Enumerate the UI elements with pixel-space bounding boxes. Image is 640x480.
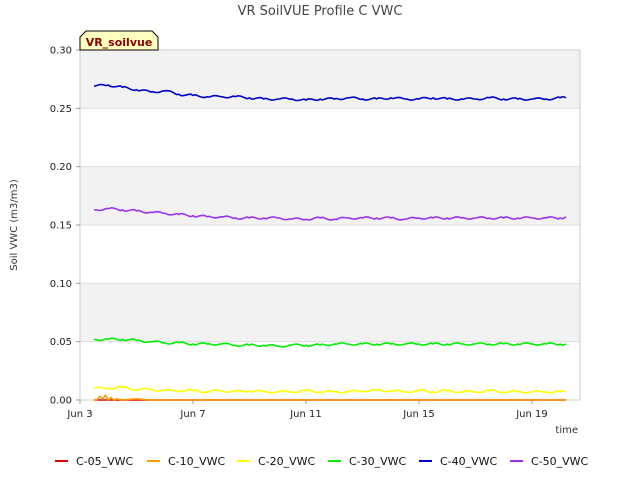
series-line-c-50-vwc [94, 207, 567, 221]
x-axis-label: time [555, 425, 578, 436]
legend: C-05_VWC C-10_VWC C-20_VWC C-30_VWC C-40_VWC… [55, 455, 589, 468]
x-tick-label: Jun 15 [402, 409, 435, 420]
y-axis-ticks: 0.00 0.05 0.10 0.15 0.20 0.25 0.30 [50, 46, 80, 407]
legend-label: C-05_VWC [76, 455, 134, 468]
y-tick-label: 0.25 [50, 104, 72, 115]
series-line-c-20-vwc [93, 385, 567, 394]
series-line-c-10-vwc [94, 393, 566, 402]
background-band [80, 166, 580, 225]
background-band [80, 108, 580, 167]
y-tick-label: 0.05 [50, 337, 72, 348]
plot-background-bands [80, 50, 580, 400]
badge-label: VR_soilvue [86, 36, 153, 49]
y-tick-label: 0.00 [50, 396, 72, 407]
x-tick-label: Jun 7 [179, 409, 205, 420]
legend-label: C-20_VWC [258, 455, 316, 468]
x-tick-label: Jun 19 [515, 409, 548, 420]
station-badge: VR_soilvue [79, 30, 159, 51]
legend-label: C-10_VWC [168, 455, 226, 468]
y-tick-label: 0.30 [50, 46, 72, 57]
y-axis-label: Soil VWC (m3/m3) [9, 179, 20, 271]
legend-label: C-30_VWC [349, 455, 407, 468]
y-tick-label: 0.20 [50, 162, 72, 173]
x-axis-ticks: Jun 3 Jun 7 Jun 11 Jun 15 Jun 19 [66, 400, 548, 420]
background-band [80, 283, 580, 342]
series-line-c-30-vwc [93, 337, 567, 348]
x-tick-label: Jun 3 [66, 409, 92, 420]
x-tick-label: Jun 11 [289, 409, 322, 420]
badge-box [79, 30, 159, 51]
chart-title: VR SoilVUE Profile C VWC [238, 4, 403, 19]
legend-label: C-40_VWC [440, 455, 498, 468]
series-line-c-40-vwc [93, 83, 567, 102]
legend-label: C-50_VWC [531, 455, 589, 468]
series-layer [93, 83, 567, 402]
y-tick-label: 0.10 [50, 279, 72, 290]
background-band [80, 225, 580, 284]
y-tick-label: 0.15 [50, 221, 72, 232]
